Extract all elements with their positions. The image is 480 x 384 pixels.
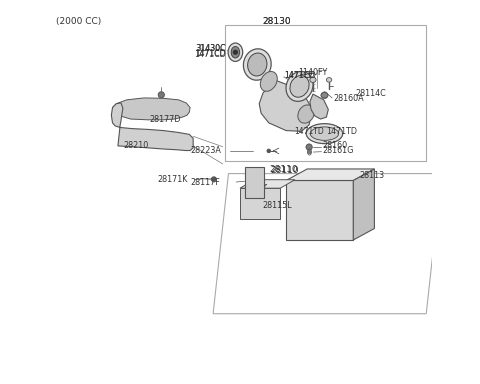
Text: 28130: 28130 — [262, 17, 291, 26]
Text: 28117F: 28117F — [190, 177, 220, 187]
Polygon shape — [240, 180, 295, 188]
Ellipse shape — [248, 53, 267, 76]
Polygon shape — [245, 167, 264, 198]
Bar — [226, 25, 426, 161]
Ellipse shape — [231, 46, 240, 58]
Circle shape — [233, 50, 237, 54]
Ellipse shape — [322, 95, 327, 99]
Circle shape — [212, 177, 216, 182]
Text: 28171K: 28171K — [157, 175, 187, 184]
Text: 1471CD: 1471CD — [195, 49, 226, 58]
Ellipse shape — [306, 124, 343, 144]
Circle shape — [308, 151, 311, 154]
Polygon shape — [286, 169, 374, 180]
Text: 1140FY: 1140FY — [299, 68, 328, 77]
Circle shape — [267, 149, 270, 152]
Text: 28160A: 28160A — [333, 94, 363, 103]
Text: 28110: 28110 — [270, 165, 299, 174]
Circle shape — [158, 92, 164, 98]
Ellipse shape — [286, 71, 313, 101]
Text: 1471CD: 1471CD — [285, 71, 316, 80]
Polygon shape — [112, 98, 190, 120]
Text: 28223A: 28223A — [190, 146, 221, 155]
Polygon shape — [259, 80, 311, 131]
Ellipse shape — [260, 71, 277, 91]
Text: 1471CD: 1471CD — [284, 71, 314, 80]
Text: (2000 CC): (2000 CC) — [56, 17, 101, 26]
Ellipse shape — [326, 78, 332, 82]
Ellipse shape — [298, 105, 314, 123]
Ellipse shape — [228, 43, 243, 61]
Text: 31430C: 31430C — [195, 44, 226, 53]
Polygon shape — [111, 103, 193, 151]
Polygon shape — [240, 188, 280, 219]
Text: 28114C: 28114C — [355, 89, 386, 98]
Text: 28113: 28113 — [360, 171, 385, 180]
Text: 28210: 28210 — [124, 141, 149, 151]
Polygon shape — [310, 94, 328, 119]
Ellipse shape — [310, 127, 339, 141]
Polygon shape — [248, 184, 267, 188]
Ellipse shape — [290, 76, 309, 97]
Text: 1471TD: 1471TD — [326, 127, 357, 136]
Polygon shape — [353, 169, 374, 240]
Text: 28161G: 28161G — [322, 146, 354, 155]
Polygon shape — [286, 180, 353, 240]
Text: 28110: 28110 — [270, 166, 299, 175]
Text: 1471CD: 1471CD — [194, 50, 226, 59]
Ellipse shape — [243, 49, 271, 80]
Circle shape — [322, 92, 327, 98]
Circle shape — [306, 144, 312, 150]
Text: 1471TD: 1471TD — [294, 127, 324, 136]
Ellipse shape — [310, 77, 316, 83]
Text: 28130: 28130 — [262, 17, 291, 26]
Text: 28115L: 28115L — [263, 201, 292, 210]
Text: 28177D: 28177D — [150, 115, 181, 124]
Text: 28160: 28160 — [322, 141, 348, 150]
Text: 31430C: 31430C — [196, 44, 226, 53]
